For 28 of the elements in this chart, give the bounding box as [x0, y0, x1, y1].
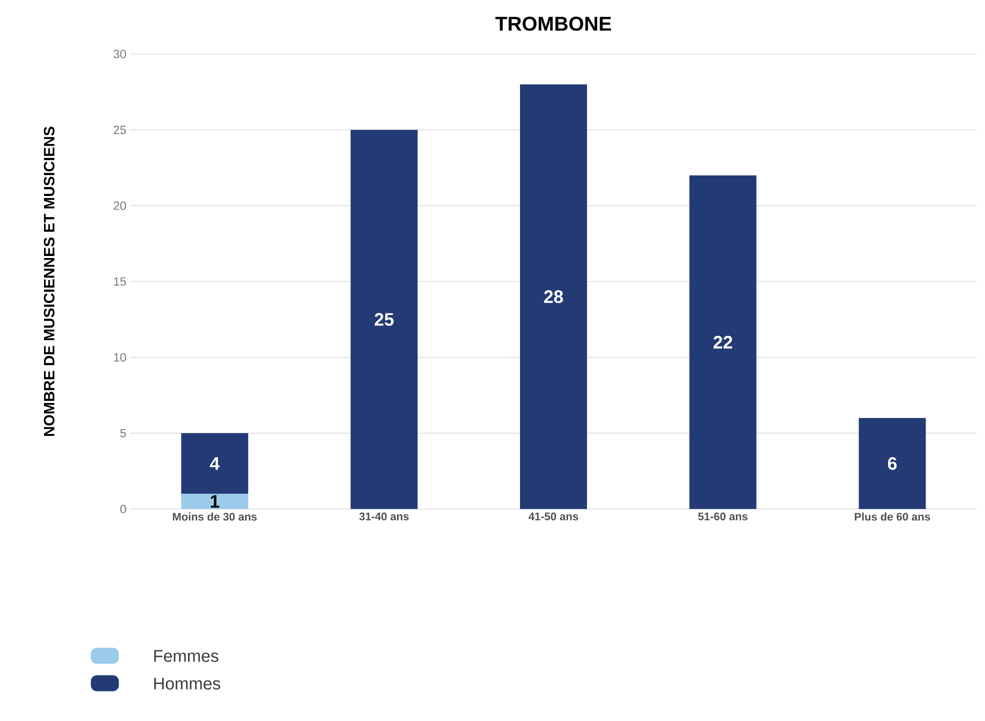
x-tick-label: Moins de 30 ans: [172, 512, 257, 521]
y-tick-label: 20: [114, 201, 126, 210]
y-tick-label: 0: [120, 504, 126, 514]
data-label: 25: [374, 313, 394, 326]
bar: [181, 433, 248, 494]
bar: [181, 494, 248, 510]
y-tick-label: 30: [114, 50, 126, 58]
y-tick-label: 25: [114, 126, 126, 134]
data-label: 28: [544, 290, 563, 304]
bar: [350, 130, 418, 510]
y-axis-title: NOMBRE DE MUSICIENNES ET MUSICIENS: [44, 126, 54, 436]
y-tick-label: 15: [114, 277, 126, 286]
legend-label: Hommes: [154, 678, 220, 690]
y-tick-label: 10: [114, 353, 126, 362]
bar: [520, 84, 587, 510]
x-tick-label: 41-50 ans: [528, 512, 578, 520]
x-tick-label: 51-60 ans: [698, 512, 748, 520]
x-tick-label: 31-40 ans: [359, 512, 409, 520]
x-tick-label: Plus de 60 ans: [854, 512, 930, 521]
data-label: 6: [888, 457, 897, 470]
data-label: 1: [210, 495, 220, 508]
data-label: 4: [210, 457, 220, 470]
bar: [858, 418, 926, 510]
legend-label: Femmes: [154, 650, 218, 662]
data-label: 22: [714, 336, 732, 348]
chart-title: TROMBONE: [495, 16, 612, 31]
bar: [689, 175, 756, 510]
y-tick-label: 5: [120, 428, 126, 438]
